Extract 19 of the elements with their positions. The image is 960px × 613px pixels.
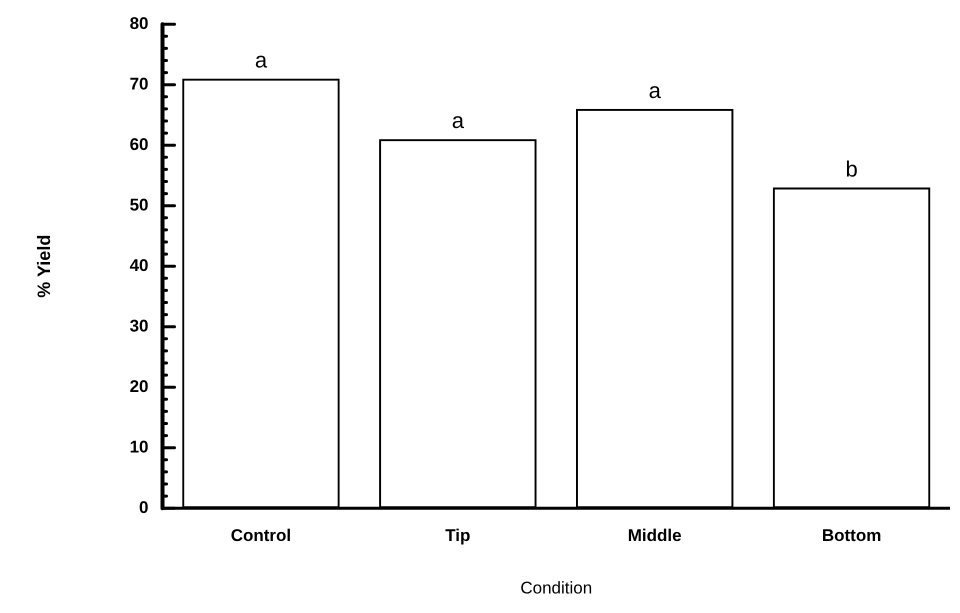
y-tick-label: 30 — [130, 316, 149, 336]
y-tick-label: 20 — [130, 376, 149, 396]
x-tick-label: Middle — [628, 526, 682, 546]
annotation: b — [845, 156, 858, 182]
y-tick-label: 0 — [139, 498, 149, 517]
y-axis-title: % Yield — [34, 234, 54, 298]
y-tick-label: 70 — [130, 74, 149, 94]
y-tick-label: 80 — [130, 14, 149, 33]
y-tick-label: 50 — [130, 195, 149, 214]
annotation: a — [452, 108, 465, 134]
y-tick-label: 40 — [130, 256, 149, 275]
annotation: a — [648, 78, 662, 103]
x-axis-title: Condition — [520, 578, 592, 598]
annotation: a — [254, 48, 268, 73]
x-tick-label: Tip — [445, 526, 470, 546]
y-tick-label: 10 — [130, 437, 149, 456]
x-tick-label: Control — [230, 526, 292, 546]
y-tick-label: 60 — [130, 134, 149, 154]
x-tick-label: Bottom — [822, 526, 882, 546]
